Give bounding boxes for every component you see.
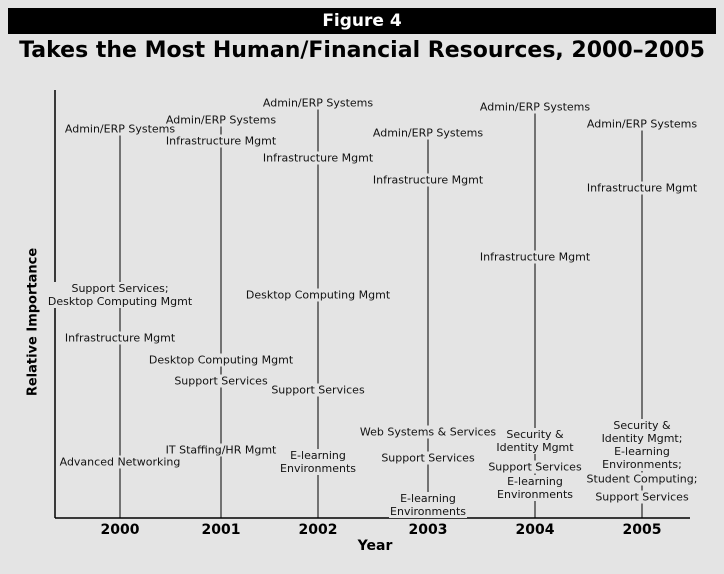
x-tick-label: 2001 [201,522,241,538]
item-label: Support Services [380,451,476,465]
item-label: Admin/ERP Systems [371,126,485,140]
item-label: Infrastructure Mgmt [585,181,699,195]
item-label: Support Services; Desktop Computing Mgmt [46,282,194,309]
item-label: Infrastructure Mgmt [478,250,592,264]
item-label: Admin/ERP Systems [585,117,699,131]
item-label: Infrastructure Mgmt [261,151,375,165]
item-label: Admin/ERP Systems [261,96,375,110]
item-label: Security & Identity Mgmt [495,427,575,454]
item-label: Desktop Computing Mgmt [147,353,295,367]
x-tick-label: 2000 [100,522,140,538]
item-label: Admin/ERP Systems [478,100,592,114]
item-label: Admin/ERP Systems [63,122,177,136]
item-label: E-learning Environments [279,449,357,476]
item-label: Infrastructure Mgmt [63,331,177,345]
item-label: Student Computing; [585,472,699,486]
item-label: Infrastructure Mgmt [164,134,278,148]
item-label: Support Services [487,460,583,474]
x-tick-label: 2005 [622,522,662,538]
item-label: IT Staffing/HR Mgmt [164,443,278,457]
item-label: E-learning Environments [389,492,467,519]
chart-title: Takes the Most Human/Financial Resources… [19,38,705,63]
item-label: Web Systems & Services [358,425,498,439]
item-label: Security & Identity Mgmt; E-learning Env… [600,419,684,472]
item-label: Admin/ERP Systems [164,113,278,127]
y-axis-label: Relative Importance [25,247,41,397]
item-label: Support Services [270,383,366,397]
x-tick-label: 2003 [408,522,448,538]
item-label: Infrastructure Mgmt [371,173,485,187]
x-tick-label: 2004 [515,522,555,538]
item-label: Desktop Computing Mgmt [244,288,392,302]
x-tick-label: 2002 [298,522,338,538]
item-label: Support Services [594,490,690,504]
x-axis-label: Year [357,538,393,554]
figure-label: Figure 4 [8,8,716,34]
item-label: Support Services [173,374,269,388]
item-label: Advanced Networking [58,455,182,469]
item-label: E-learning Environments [496,475,574,502]
